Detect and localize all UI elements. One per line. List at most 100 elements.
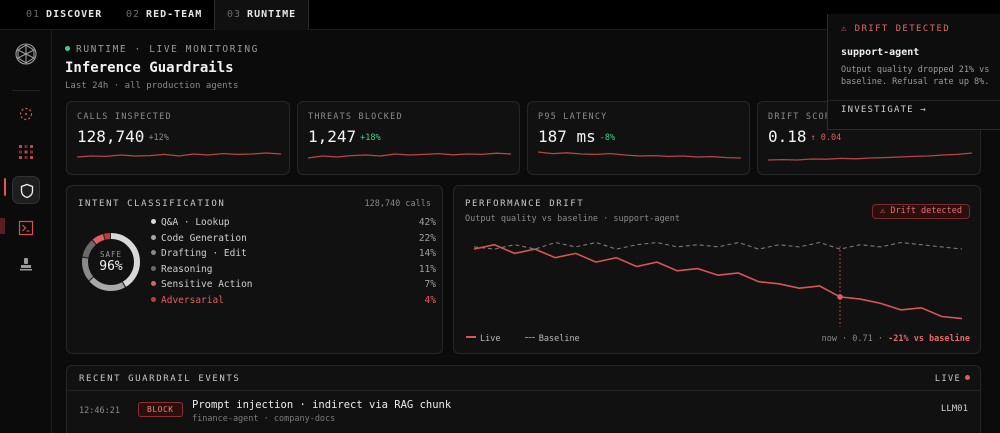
status-badge: RUNTIME · LIVE MONITORING xyxy=(65,44,259,55)
donut-segment xyxy=(82,233,140,291)
donut-segment xyxy=(82,233,140,291)
intent-percent: 42% xyxy=(418,217,436,228)
intent-label: Code Generation xyxy=(161,232,247,244)
metric-value: 1,247 +18% xyxy=(308,127,381,146)
intent-total: 128,740 calls xyxy=(364,199,431,209)
legend-bullet xyxy=(151,281,156,286)
metric-value: 0.18 ↑ 0.04 xyxy=(768,127,842,146)
sparkline xyxy=(768,152,972,161)
grid-icon xyxy=(19,145,33,159)
series-line-live xyxy=(473,243,963,320)
sparkline-path xyxy=(538,151,741,159)
sidebar-item-reports[interactable] xyxy=(12,250,40,278)
sidebar-item-redteam[interactable] xyxy=(12,138,40,166)
intent-label: Reasoning xyxy=(161,263,213,275)
series-line-baseline xyxy=(473,241,963,250)
metric-label: P95 LATENCY xyxy=(538,112,608,122)
legend-bullet xyxy=(151,265,156,271)
section-title: RECENT GUARDRAIL EVENTS xyxy=(79,374,241,384)
drift-marker-point[interactable] xyxy=(837,294,843,300)
metric-card-latency[interactable]: P95 LATENCY 187 ms -8% xyxy=(527,101,750,175)
sidebar xyxy=(0,30,52,433)
intent-classification-card: INTENT CLASSIFICATION 128,740 calls SAFE… xyxy=(66,185,443,354)
donut-segment xyxy=(82,233,140,291)
intent-percent: 14% xyxy=(418,248,436,259)
tab-red-team[interactable]: 02 RED-TEAM xyxy=(126,9,203,20)
list-item: Code Generation 22% xyxy=(151,233,436,246)
page-title: Inference Guardrails xyxy=(65,60,234,76)
scan-icon xyxy=(19,107,33,121)
list-item: Sensitive Action 7% xyxy=(151,279,436,292)
logo-icon[interactable] xyxy=(14,42,38,66)
metric-label: DRIFT SCORE xyxy=(768,112,838,122)
terminal-icon xyxy=(18,220,34,236)
toast-header: ⚠ DRIFT DETECTED xyxy=(841,24,951,34)
list-item: Q&A · Lookup 42% xyxy=(151,217,436,230)
donut-value: 96% xyxy=(99,259,123,274)
section-title: PERFORMANCE DRIFT xyxy=(465,199,585,209)
action-badge: BLOCK xyxy=(138,402,183,417)
stamp-icon xyxy=(20,258,32,271)
section-subtitle: Output quality vs baseline · support-age… xyxy=(465,214,680,224)
intent-percent: 22% xyxy=(418,232,436,244)
event-meta: finance-agent · company-docs xyxy=(192,414,336,424)
metric-delta: ↑ 0.04 xyxy=(810,133,842,143)
warning-icon: ⚠ xyxy=(880,206,886,216)
edge-accent xyxy=(0,218,5,234)
list-item: Drafting · Edit 14% xyxy=(151,248,436,261)
safe-donut-chart: SAFE 96% xyxy=(82,233,140,291)
metric-label: THREATS BLOCKED xyxy=(308,112,403,122)
performance-line-chart xyxy=(473,241,963,327)
divider xyxy=(828,100,1000,101)
live-indicator: LIVE xyxy=(935,374,970,384)
event-title: Prompt injection · indirect via RAG chun… xyxy=(192,399,452,411)
warning-icon: ⚠ xyxy=(841,24,848,34)
toast-message: Output quality dropped 21% vs baseline. … xyxy=(841,65,990,87)
sidebar-item-runtime[interactable] xyxy=(12,176,40,204)
sparkline xyxy=(538,151,741,159)
tab-discover[interactable]: 01 DISCOVER xyxy=(26,9,103,20)
performance-drift-card: PERFORMANCE DRIFT Output quality vs base… xyxy=(453,185,981,354)
intent-percent: 4% xyxy=(424,294,436,306)
shield-icon xyxy=(20,183,34,199)
section-title: INTENT CLASSIFICATION xyxy=(78,199,226,209)
sparkline xyxy=(77,152,281,158)
drift-detected-badge[interactable]: ⚠ Drift detected xyxy=(872,204,970,219)
metric-value: 187 ms -8% xyxy=(538,127,616,146)
metric-card-threats[interactable]: THREATS BLOCKED 1,247 +18% xyxy=(297,101,520,175)
sparkline-path xyxy=(77,152,281,158)
intent-label: Q&A · Lookup xyxy=(161,217,230,228)
sidebar-divider xyxy=(12,90,40,91)
metric-label: CALLS INSPECTED xyxy=(77,112,172,122)
live-dot xyxy=(965,375,970,380)
list-item: Adversarial 4% xyxy=(151,295,436,308)
intent-percent: 7% xyxy=(424,279,436,290)
legend-bullet xyxy=(151,250,156,255)
toast-agent: support-agent xyxy=(841,47,920,58)
page-subtitle: Last 24h · all production agents xyxy=(65,81,239,91)
sparkline xyxy=(308,152,511,159)
sidebar-item-terminal[interactable] xyxy=(12,214,40,242)
legend-live-swatch xyxy=(466,336,476,338)
metric-card-calls[interactable]: CALLS INSPECTED 128,740 +12% xyxy=(66,101,290,175)
event-time: 12:46:21 xyxy=(79,406,120,416)
list-item: Reasoning 11% xyxy=(151,264,436,277)
intent-percent: 11% xyxy=(418,263,436,275)
sidebar-item-discover[interactable] xyxy=(12,100,40,128)
investigate-link[interactable]: INVESTIGATE → xyxy=(841,105,928,115)
drift-alert-toast: ⚠ DRIFT DETECTED support-agent Output qu… xyxy=(827,14,1000,130)
intent-label: Sensitive Action xyxy=(161,279,253,290)
guardrail-events-card: RECENT GUARDRAIL EVENTS LIVE 12:46:21 BL… xyxy=(66,365,981,433)
metric-delta: -8% xyxy=(599,133,616,143)
metric-value: 128,740 +12% xyxy=(77,127,169,146)
divider xyxy=(67,390,980,391)
legend-baseline-swatch xyxy=(524,337,535,338)
intent-label: Adversarial xyxy=(161,294,224,306)
chart-legend: Live Baseline xyxy=(466,334,580,344)
sparkline-path xyxy=(768,152,972,161)
live-dot xyxy=(65,46,70,51)
intent-label: Drafting · Edit xyxy=(161,248,247,259)
donut-label: SAFE xyxy=(100,250,122,259)
event-code: LLM01 xyxy=(940,404,968,414)
tab-runtime[interactable]: 03 RUNTIME xyxy=(214,0,310,31)
